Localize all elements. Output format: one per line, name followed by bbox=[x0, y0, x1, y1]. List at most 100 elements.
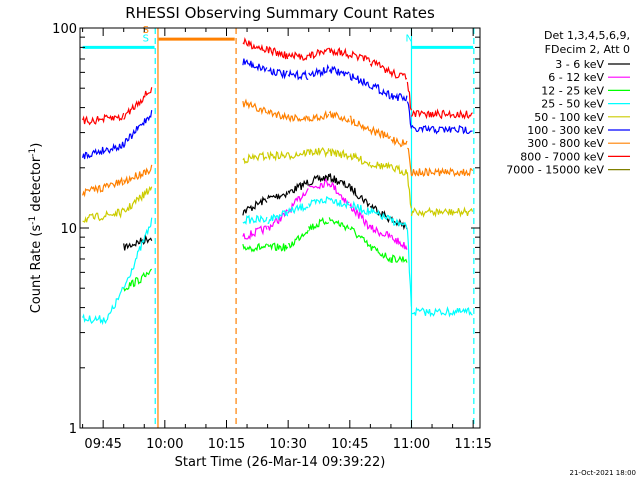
series-line bbox=[349, 202, 371, 230]
series-line bbox=[390, 217, 408, 229]
series-line bbox=[369, 206, 391, 221]
series-1 bbox=[242, 178, 408, 250]
series-line bbox=[242, 98, 268, 116]
series-line bbox=[369, 125, 391, 140]
series-line bbox=[411, 166, 474, 178]
series-line bbox=[308, 178, 330, 190]
series-line bbox=[328, 147, 350, 161]
series-line bbox=[82, 141, 125, 160]
series-line bbox=[308, 109, 330, 122]
series-line bbox=[369, 203, 391, 224]
x-tick-label: 10:30 bbox=[269, 437, 306, 452]
series-line bbox=[349, 73, 371, 89]
flag-label: S bbox=[143, 25, 149, 36]
series-line bbox=[407, 147, 412, 176]
series-line bbox=[308, 47, 330, 60]
plot-frame bbox=[79, 27, 481, 429]
series-line bbox=[82, 176, 125, 198]
x-tick-label: 10:15 bbox=[208, 437, 245, 452]
series-line bbox=[411, 306, 473, 318]
plot-series bbox=[82, 36, 474, 326]
legend-label: 3 - 6 keV bbox=[555, 58, 604, 71]
vertical-markers bbox=[154, 28, 475, 428]
legend: Det 1,3,4,5,6,9,FDecim 2, Att 0 3 - 6 keV… bbox=[506, 29, 630, 177]
series-line bbox=[328, 65, 350, 77]
series-line bbox=[287, 148, 309, 161]
series-line bbox=[328, 173, 350, 189]
series-line bbox=[242, 36, 268, 54]
series-line bbox=[82, 313, 108, 326]
series-line bbox=[370, 82, 391, 100]
legend-label: 6 - 12 keV bbox=[548, 71, 604, 84]
series-line bbox=[390, 254, 408, 264]
series-line bbox=[406, 81, 412, 111]
y-tick-label: 1 bbox=[69, 422, 77, 437]
series-line bbox=[390, 136, 408, 148]
series-line bbox=[369, 224, 391, 240]
flag-bars: SS N bbox=[82, 25, 474, 49]
series-line bbox=[390, 92, 408, 102]
series-line bbox=[410, 206, 474, 218]
flag-label: N bbox=[405, 33, 412, 44]
flag-label: S bbox=[143, 33, 149, 44]
series-line bbox=[308, 147, 330, 159]
axes: 1 10 100 09:45 10:00 10:15 10:30 10:45 11:00 11:1… bbox=[52, 22, 492, 452]
legend-label: 300 - 800 keV bbox=[527, 137, 604, 150]
series-line bbox=[328, 181, 350, 205]
series-line bbox=[267, 210, 289, 224]
legend-header: Det 1,3,4,5,6,9, bbox=[544, 29, 630, 42]
x-tick-label: 09:45 bbox=[84, 437, 121, 452]
series-line bbox=[242, 58, 268, 73]
series-line bbox=[328, 197, 350, 210]
series-line bbox=[287, 113, 309, 123]
series-line bbox=[82, 112, 125, 126]
series-line bbox=[308, 63, 330, 78]
series-line bbox=[406, 101, 412, 129]
series-line bbox=[369, 59, 391, 75]
series-line bbox=[123, 185, 153, 213]
series-line bbox=[106, 286, 124, 321]
legend-label: 7000 - 15000 keV bbox=[506, 164, 604, 177]
legend-header: FDecim 2, Att 0 bbox=[545, 43, 630, 56]
series-line bbox=[406, 172, 412, 209]
x-tick-label: 11:00 bbox=[393, 437, 430, 452]
series-5 bbox=[82, 58, 473, 160]
y-tick-label: 10 bbox=[60, 222, 77, 237]
series-line bbox=[328, 217, 350, 232]
series-line bbox=[406, 229, 412, 307]
series-line bbox=[349, 184, 371, 208]
series-line bbox=[287, 68, 309, 81]
series-line bbox=[242, 242, 268, 253]
series-6 bbox=[82, 98, 474, 198]
series-4 bbox=[82, 147, 474, 223]
series-line bbox=[267, 66, 288, 80]
series-line bbox=[390, 163, 408, 176]
legend-label: 50 - 100 keV bbox=[534, 111, 604, 124]
footer-timestamp: 21-Oct-2021 18:00 bbox=[570, 469, 636, 477]
series-line bbox=[308, 173, 330, 186]
series-line bbox=[349, 200, 371, 217]
series-line bbox=[123, 87, 153, 120]
series-7 bbox=[82, 36, 473, 126]
series-line bbox=[411, 124, 473, 135]
series-line bbox=[369, 244, 391, 263]
x-tick-label: 10:00 bbox=[146, 437, 183, 452]
x-tick-label: 11:15 bbox=[454, 437, 491, 452]
series-line bbox=[242, 225, 268, 241]
series-line bbox=[267, 46, 289, 60]
series-line bbox=[410, 108, 473, 120]
y-tick-label: 100 bbox=[52, 22, 77, 37]
series-3 bbox=[82, 196, 473, 326]
series-line bbox=[267, 150, 289, 162]
series-line bbox=[123, 234, 153, 251]
series-line bbox=[349, 226, 371, 248]
series-line bbox=[328, 110, 350, 123]
series-line bbox=[390, 68, 408, 80]
chart-title: RHESSI Observing Summary Count Rates bbox=[125, 4, 435, 22]
legend-label: 25 - 50 keV bbox=[541, 98, 604, 111]
legend-label: 12 - 25 keV bbox=[541, 84, 604, 97]
series-line bbox=[349, 152, 371, 168]
series-line bbox=[267, 242, 289, 252]
series-line bbox=[308, 216, 330, 232]
